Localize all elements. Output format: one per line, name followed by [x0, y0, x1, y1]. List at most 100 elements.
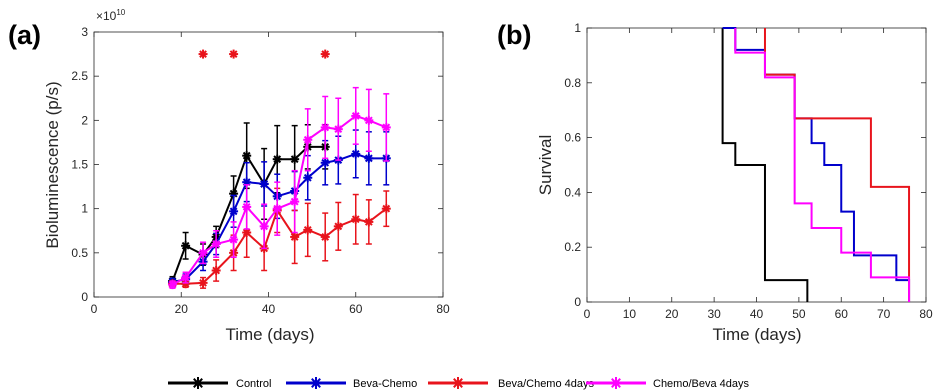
y-tick-label: 1	[81, 202, 88, 216]
data-point-chemo-beva-4days	[333, 124, 343, 134]
data-point-chemo-beva-4days	[351, 111, 361, 121]
panel-a: (a) ×1010 Bioluminescence (p/s) Time (da…	[8, 8, 450, 344]
significance-marker	[229, 49, 239, 59]
data-point-beva-chemo	[303, 173, 313, 183]
legend-item-chemo-beva-4days: Chemo/Beva 4days	[586, 377, 749, 390]
data-point-control	[181, 241, 191, 251]
x-tick-label: 80	[436, 302, 450, 316]
data-point-chemo-beva-4days	[320, 122, 330, 132]
data-point-beva-chemo-4days	[364, 217, 374, 227]
y-tick-label: 2.5	[71, 69, 88, 83]
y-tick-label: 0	[574, 295, 581, 309]
data-point-chemo-beva-4days	[303, 135, 313, 145]
data-point-beva-chemo	[351, 149, 361, 159]
legend-item-control: Control	[168, 377, 271, 390]
legend: Control Beva-Chemo Beva/Chemo 4days Chem…	[168, 377, 749, 390]
survival-curve-beva-chemo-4days	[763, 28, 911, 302]
panel-b-x-axis-label: Time (days)	[712, 325, 801, 344]
data-point-beva-chemo-4days	[303, 225, 313, 235]
x-tick-label: 40	[750, 307, 764, 321]
y-tick-label: 0.4	[564, 185, 581, 199]
x-tick-label: 20	[175, 302, 189, 316]
data-point-chemo-beva-4days	[259, 221, 269, 231]
legend-label-control: Control	[236, 378, 271, 390]
y-tick-label: 2	[81, 113, 88, 127]
legend-star	[192, 377, 204, 389]
survival-curve-chemo-beva-4days	[734, 28, 911, 302]
data-point-control	[242, 151, 252, 161]
panel-a-y-multiplier: ×1010	[96, 8, 126, 23]
x-tick-label: 40	[262, 302, 276, 316]
data-point-beva-chemo-4days	[290, 232, 300, 242]
y-tick-label: 1	[574, 21, 581, 35]
y-tick-label: 0.6	[564, 131, 581, 145]
panel-a-plot-area: 0 20 40 60 80 0 0.5 1 1.5 2 2.5 3	[71, 25, 450, 316]
data-point-beva-chemo-4days	[333, 221, 343, 231]
legend-marker-beva-chemo-4days	[452, 377, 464, 389]
series-beva-chemo-4days	[168, 187, 391, 289]
panel-a-x-axis-label: Time (days)	[225, 325, 314, 344]
data-point-chemo-beva-4days	[290, 197, 300, 207]
significance-marker	[198, 49, 208, 59]
x-tick-label: 70	[877, 307, 891, 321]
plot-frame	[93, 31, 444, 298]
data-point-beva-chemo-4days	[320, 232, 330, 242]
significance-marker	[320, 49, 330, 59]
survival-curve-control	[721, 28, 809, 302]
panel-a-label: (a)	[8, 20, 41, 50]
data-point-chemo-beva-4days	[364, 115, 374, 125]
x-tick-label: 20	[665, 307, 679, 321]
data-point-chemo-beva-4days	[242, 202, 252, 212]
data-point-beva-chemo	[320, 158, 330, 168]
data-point-chemo-beva-4days	[272, 204, 282, 214]
x-tick-label: 10	[623, 307, 637, 321]
data-point-chemo-beva-4days	[168, 280, 178, 290]
x-tick-label: 60	[835, 307, 849, 321]
data-point-chemo-beva-4days	[198, 248, 208, 258]
data-point-beva-chemo-4days	[198, 278, 208, 288]
y-tick-label: 0.5	[71, 246, 88, 260]
data-point-beva-chemo-4days	[351, 214, 361, 224]
x-tick-label: 80	[919, 307, 933, 321]
x-tick-label: 50	[792, 307, 806, 321]
data-point-beva-chemo-4days	[181, 279, 191, 289]
y-tick-label: 3	[81, 25, 88, 39]
data-point-chemo-beva-4days	[381, 122, 391, 132]
data-point-control	[290, 154, 300, 164]
legend-marker-chemo-beva-4days	[610, 377, 622, 389]
legend-marker-control	[192, 377, 204, 389]
data-point-chemo-beva-4days	[211, 239, 221, 249]
data-point-chemo-beva-4days	[229, 235, 239, 245]
x-tick-label: 0	[91, 302, 98, 316]
panel-b-plot-area: 0 10 20 30 40 50 60 70 80 0 0.2 0.4 0.6 0.8 1	[564, 21, 933, 321]
legend-item-beva-chemo: Beva-Chemo	[286, 377, 417, 390]
panel-a-y-axis-label: Bioluminescence (p/s)	[43, 81, 62, 248]
x-tick-label: 0	[584, 307, 591, 321]
data-point-beva-chemo-4days	[211, 266, 221, 275]
x-tick-label: 60	[349, 302, 363, 316]
data-point-beva-chemo	[364, 153, 374, 163]
series-beva-chemo	[168, 129, 391, 287]
data-point-beva-chemo	[229, 206, 239, 216]
legend-marker-beva-chemo	[310, 377, 322, 389]
data-point-beva-chemo	[259, 179, 269, 189]
data-point-chemo-beva-4days	[181, 273, 191, 283]
y-tick-label: 0	[81, 290, 88, 304]
y-tick-label: 0.8	[564, 76, 581, 90]
series-chemo-beva-4days	[168, 86, 391, 290]
x-tick-label: 30	[707, 307, 721, 321]
legend-item-beva-chemo-4days: Beva/Chemo 4days	[428, 377, 594, 390]
legend-star	[452, 377, 464, 389]
panel-b: (b) Survival Time (days) 0 10 20 30 40 50 60 70…	[497, 20, 933, 344]
panel-b-y-axis-label: Survival	[536, 135, 555, 195]
data-point-beva-chemo-4days	[381, 204, 391, 214]
legend-star	[310, 377, 322, 389]
data-point-control	[272, 154, 282, 164]
panel-b-label: (b)	[497, 20, 531, 50]
legend-star	[610, 377, 622, 389]
y-tick-label: 1.5	[71, 158, 88, 172]
legend-label-beva-chemo-4days: Beva/Chemo 4days	[498, 378, 594, 390]
y-tick-label: 0.2	[564, 240, 581, 254]
legend-label-chemo-beva-4days: Chemo/Beva 4days	[653, 378, 749, 390]
legend-label-beva-chemo: Beva-Chemo	[353, 378, 417, 390]
